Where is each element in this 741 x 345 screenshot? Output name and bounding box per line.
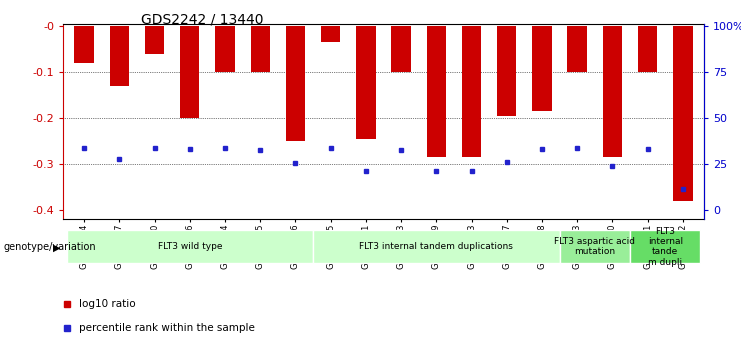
Text: genotype/variation: genotype/variation xyxy=(4,243,96,252)
Text: log10 ratio: log10 ratio xyxy=(79,299,135,309)
Bar xyxy=(145,27,165,54)
Bar xyxy=(568,27,587,72)
Bar xyxy=(356,27,376,139)
Bar xyxy=(427,27,446,157)
Bar xyxy=(110,27,129,86)
Bar xyxy=(216,27,235,72)
Bar xyxy=(286,27,305,141)
Bar xyxy=(673,27,693,201)
Text: FLT3
internal
tande
m dupli: FLT3 internal tande m dupli xyxy=(648,227,682,267)
Bar xyxy=(532,27,551,111)
Text: FLT3 wild type: FLT3 wild type xyxy=(158,242,222,251)
Bar xyxy=(630,230,700,263)
Bar xyxy=(74,27,94,63)
Bar xyxy=(67,230,313,263)
Bar xyxy=(180,27,199,118)
Text: percentile rank within the sample: percentile rank within the sample xyxy=(79,324,254,333)
Bar xyxy=(638,27,657,72)
Bar xyxy=(497,27,516,116)
Bar xyxy=(602,27,622,157)
Text: FLT3 internal tandem duplications: FLT3 internal tandem duplications xyxy=(359,242,514,251)
Text: FLT3 aspartic acid
mutation: FLT3 aspartic acid mutation xyxy=(554,237,635,256)
Bar xyxy=(313,230,559,263)
Bar xyxy=(250,27,270,72)
Bar xyxy=(391,27,411,72)
Bar xyxy=(559,230,630,263)
Bar xyxy=(462,27,481,157)
Bar xyxy=(321,27,340,42)
Text: GDS2242 / 13440: GDS2242 / 13440 xyxy=(141,12,263,26)
Text: ▶: ▶ xyxy=(53,243,60,252)
